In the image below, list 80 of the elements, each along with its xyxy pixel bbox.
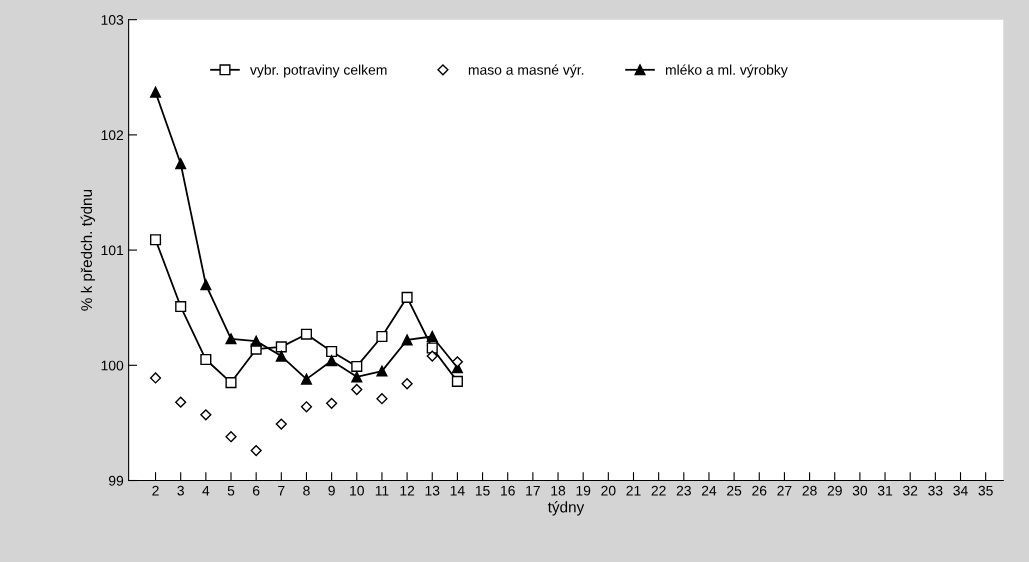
x-tick-label: 28	[802, 485, 817, 496]
point	[175, 158, 187, 170]
x-tick-label: 13	[425, 485, 440, 496]
x-tick-label: 8	[303, 485, 310, 496]
x-tick-label: 9	[328, 485, 335, 496]
point	[200, 409, 212, 421]
x-tick-label: 17	[526, 485, 540, 496]
x-tick-label: 18	[551, 485, 566, 496]
point	[351, 371, 363, 383]
point	[351, 383, 363, 396]
point	[300, 328, 313, 340]
x-tick-label: 31	[877, 485, 893, 496]
y-tick-label: 101	[101, 245, 124, 256]
x-tick-label: 23	[676, 485, 691, 496]
x-tick-label: 35	[978, 485, 993, 496]
point	[149, 372, 162, 384]
x-tick-label: 4	[202, 485, 210, 496]
x-tick-label: 33	[928, 485, 943, 496]
x-tick-label: 24	[701, 485, 717, 496]
point	[376, 365, 388, 377]
x-tick-label: 7	[278, 485, 285, 496]
x-tick-label: 34	[953, 485, 968, 496]
x-tick-label: 32	[903, 485, 918, 496]
point	[351, 360, 363, 373]
x-tick-label: 26	[752, 485, 767, 496]
point	[326, 345, 338, 358]
x-tick-label: 27	[777, 485, 792, 496]
x-tick-label: 30	[852, 485, 868, 496]
x-tick-label: 22	[651, 485, 666, 496]
x-tick-label: 3	[177, 485, 184, 496]
x-tick-label: 29	[827, 485, 842, 496]
x-tick-label: 20	[601, 485, 616, 496]
point	[376, 393, 388, 405]
point	[149, 86, 162, 98]
point	[376, 330, 388, 343]
point	[175, 300, 187, 313]
x-tick-label: 14	[450, 485, 465, 496]
point	[149, 234, 162, 246]
point	[200, 353, 212, 366]
point	[401, 291, 413, 303]
y-tick-label: 99	[108, 475, 124, 486]
x-tick-label: 15	[475, 485, 490, 496]
x-tick-label: 10	[350, 485, 364, 496]
point	[275, 418, 287, 430]
point	[175, 396, 187, 408]
point	[250, 335, 262, 347]
point	[401, 334, 413, 346]
y-axis-title: % k předch. týdnu	[80, 189, 96, 311]
x-tick-label: 12	[400, 485, 415, 496]
point	[426, 342, 438, 354]
x-tick-label: 25	[727, 485, 742, 496]
x-axis-title: týdny	[547, 501, 585, 516]
point	[326, 355, 338, 367]
point	[225, 333, 237, 345]
legend-label: maso a masné výr.	[468, 64, 584, 78]
point	[426, 330, 438, 343]
x-tick-label: 19	[576, 485, 591, 496]
point	[275, 341, 287, 353]
legend-label: mléko a ml. výrobky	[665, 64, 788, 78]
x-tick-label: 2	[152, 485, 159, 496]
x-tick-label: 6	[253, 485, 260, 496]
legend-label: vybr. potraviny celkem	[250, 64, 387, 78]
x-tick-label: 21	[626, 485, 641, 496]
x-tick-label: 11	[375, 485, 389, 496]
point	[275, 350, 287, 362]
point	[326, 397, 338, 409]
point	[426, 350, 438, 362]
point	[200, 279, 212, 291]
x-tick-label: 16	[501, 485, 515, 496]
point	[451, 375, 463, 387]
point	[401, 378, 413, 390]
y-tick-label: 102	[101, 130, 124, 141]
point	[300, 373, 313, 385]
point	[250, 444, 262, 457]
point	[225, 431, 237, 443]
y-tick-label: 103	[101, 15, 124, 25]
x-tick-label: 5	[227, 485, 235, 496]
point	[300, 401, 313, 413]
point	[225, 377, 237, 389]
y-tick-label: 100	[101, 360, 124, 371]
